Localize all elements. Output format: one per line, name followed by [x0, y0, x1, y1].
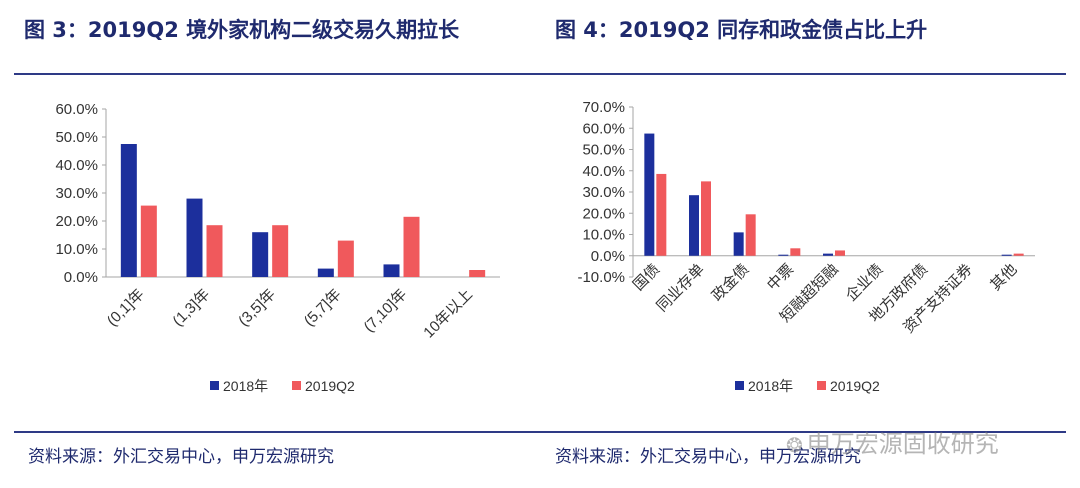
- legend-swatch: [292, 381, 301, 390]
- category-label: (1,3]年: [169, 286, 213, 330]
- y-tick-label: 30.0%: [582, 184, 625, 201]
- bar: [644, 133, 655, 256]
- bar: [186, 198, 203, 277]
- bar: [206, 225, 223, 277]
- legend-label: 2018年: [748, 378, 793, 394]
- bond-type-bar-chart: -10.0% 0.0% 10.0% 20.0% 30.0% 40.0% 50.0% 60.0%…: [577, 99, 1035, 394]
- bar: [469, 270, 486, 277]
- wechat-icon: ❂: [786, 433, 803, 457]
- source-note-left: 资料来源：外汇交易中心，申万宏源研究: [28, 447, 334, 467]
- category-label: 国债: [630, 261, 663, 294]
- bar: [778, 254, 789, 256]
- category-label: 政金债: [709, 261, 753, 305]
- y-tick-label: 0.0%: [64, 269, 98, 286]
- bar: [701, 181, 711, 256]
- bar: [656, 173, 667, 256]
- chart-title-left: 图 3：2019Q2 境外家机构二级交易久期拉长: [24, 18, 460, 42]
- y-tick-label: 0.0%: [591, 248, 625, 265]
- category-label: (3,5]年: [235, 286, 279, 330]
- legend-label: 2019Q2: [830, 378, 880, 394]
- category-label: (7,10]年: [361, 286, 411, 336]
- bar: [337, 240, 354, 277]
- category-label: (0,1]年: [104, 286, 148, 330]
- bar: [140, 205, 157, 277]
- bar: [120, 144, 137, 277]
- bar: [1001, 254, 1012, 256]
- bar: [272, 225, 289, 277]
- bar: [317, 268, 334, 277]
- y-tick-label: -10.0%: [577, 269, 625, 286]
- bar: [823, 253, 833, 256]
- category-label: 10年以上: [420, 286, 476, 342]
- y-tick-label: 60.0%: [582, 120, 625, 137]
- bar: [733, 232, 744, 256]
- y-tick-label: 40.0%: [55, 157, 98, 174]
- bar: [745, 214, 756, 256]
- source-note-right: 资料来源：外汇交易中心，申万宏源研究: [555, 447, 861, 467]
- y-tick-label: 50.0%: [55, 129, 98, 146]
- legend-swatch: [735, 381, 744, 390]
- y-tick-label: 50.0%: [582, 142, 625, 159]
- category-label: 企业债: [842, 260, 887, 305]
- y-tick-label: 30.0%: [55, 185, 98, 202]
- category-label: 同业存单: [653, 261, 707, 315]
- watermark-text: 申万宏源固收研究: [806, 430, 999, 458]
- category-label: 其他: [987, 261, 1020, 294]
- y-tick-label: 20.0%: [582, 205, 625, 222]
- bar: [1013, 253, 1024, 256]
- y-tick-label: 10.0%: [55, 241, 98, 258]
- bar: [403, 216, 420, 277]
- y-tick-label: 60.0%: [55, 101, 98, 118]
- footer-divider: [14, 431, 1066, 433]
- bar: [383, 264, 400, 277]
- legend-label: 2018年: [223, 378, 268, 394]
- y-tick-label: 10.0%: [582, 227, 625, 244]
- maturity-bar-chart: 0.0% 10.0% 20.0% 30.0% 40.0% 50.0% 60.0% (0,1]年…: [55, 101, 500, 394]
- category-label: 中票: [764, 261, 797, 294]
- bar: [252, 232, 269, 277]
- y-tick-label: 20.0%: [55, 213, 98, 230]
- bar: [689, 195, 699, 256]
- bar: [835, 250, 845, 256]
- y-tick-label: 70.0%: [582, 99, 625, 116]
- legend-swatch: [210, 381, 219, 390]
- legend-label: 2019Q2: [305, 378, 355, 394]
- legend-swatch: [817, 381, 826, 390]
- watermark: ❂ 申万宏源固收研究: [786, 424, 999, 459]
- bar: [790, 248, 801, 256]
- header-divider: [14, 73, 1066, 75]
- y-tick-label: 40.0%: [582, 163, 625, 180]
- category-label: (5,7]年: [301, 286, 345, 330]
- chart-title-right: 图 4：2019Q2 同存和政金债占比上升: [555, 18, 928, 42]
